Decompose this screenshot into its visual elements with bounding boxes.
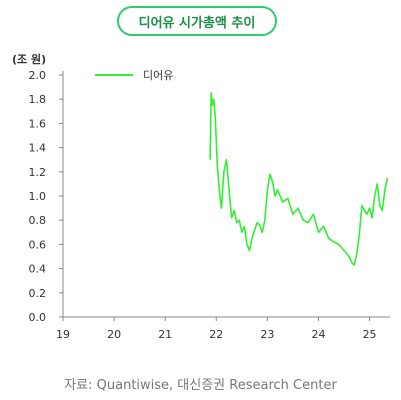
x-tick-labels: 19 20 21 22 23 24 25	[56, 317, 377, 341]
source-note: 자료: Quantiwise, 대신증권 Research Center	[64, 378, 337, 393]
y-tick-label: 0.8	[29, 214, 47, 227]
series-lines	[209, 92, 389, 266]
x-tick-label: 19	[56, 328, 70, 341]
y-tick-label: 1.0	[29, 190, 47, 203]
x-tick-label: 20	[107, 328, 121, 341]
chart-title: 디어유 시가총액 추이	[117, 6, 277, 36]
y-axis-unit-label: (조 원)	[12, 52, 46, 66]
x-tick-label: 25	[363, 328, 377, 341]
y-tick-label: 0.2	[29, 287, 47, 300]
x-tick-label: 22	[209, 328, 223, 341]
y-tick-label: 0.0	[29, 311, 47, 324]
y-tick-label: 2.0	[29, 69, 47, 82]
x-tick-label: 23	[260, 328, 274, 341]
y-tick-label: 1.6	[29, 117, 47, 130]
y-tick-label: 0.4	[29, 263, 47, 276]
series-line	[209, 92, 389, 266]
legend-label: 디어유	[143, 69, 173, 82]
y-tick-label: 0.6	[29, 238, 47, 251]
x-tick-label: 21	[158, 328, 172, 341]
y-tick-label: 1.2	[29, 166, 47, 179]
x-tick-label: 24	[311, 328, 325, 341]
y-tick-label: 1.4	[29, 142, 47, 155]
y-tick-labels: 0.0 0.2 0.4 0.6 0.8 1.0 1.2 1.4 1.6 1.8 2.0	[29, 69, 63, 324]
y-tick-label: 1.8	[29, 93, 47, 106]
axes	[62, 71, 390, 318]
legend: 디어유	[95, 69, 173, 82]
